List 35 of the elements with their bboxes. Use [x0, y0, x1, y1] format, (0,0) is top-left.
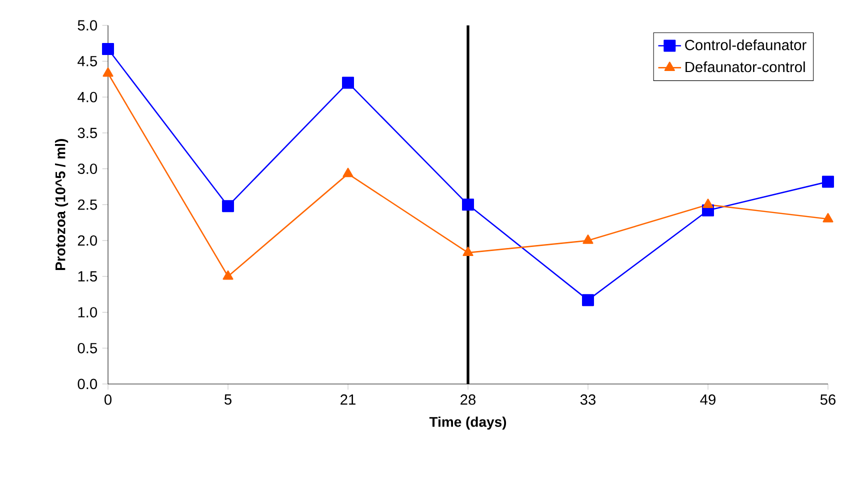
point [102, 43, 114, 56]
point [342, 168, 354, 178]
y-tick-label: 2.0 [78, 235, 98, 246]
legend-label: Defaunator-control [686, 61, 805, 72]
point [582, 294, 594, 306]
y-tick-label: 4.5 [78, 56, 97, 66]
legend-label: Control-defaunator [685, 39, 806, 50]
x-axis-title: Time (days) [429, 416, 506, 430]
x-tick-label: 33 [580, 394, 596, 405]
y-axis-title: Protozoa (10^5 / ml) [55, 139, 68, 270]
point [462, 198, 474, 211]
point [222, 270, 234, 280]
point [462, 246, 474, 256]
x-tick-label: 28 [460, 394, 476, 405]
y-tick-label: 0.5 [78, 342, 97, 354]
point [582, 234, 594, 244]
y-tick-label: 5.0 [78, 20, 98, 31]
y-tick-label: 0.0 [78, 378, 98, 390]
point [702, 198, 714, 208]
point [222, 200, 234, 212]
y-tick-label: 1.5 [78, 271, 97, 282]
point [822, 176, 834, 188]
y-tick-label: 2.5 [78, 199, 97, 210]
y-tick-label: 1.0 [78, 307, 98, 318]
x-tick-label: 0 [104, 394, 112, 405]
y-tick-label: 3.5 [78, 128, 97, 138]
x-tick-label: 49 [700, 394, 716, 405]
x-tick-label: 5 [224, 394, 232, 405]
x-tick-label: 56 [820, 394, 836, 405]
point [342, 76, 354, 89]
point [102, 67, 114, 77]
y-tick-label: 3.0 [78, 164, 98, 174]
point [822, 213, 834, 222]
y-tick-label: 4.0 [78, 92, 98, 102]
x-tick-label: 21 [340, 394, 356, 405]
